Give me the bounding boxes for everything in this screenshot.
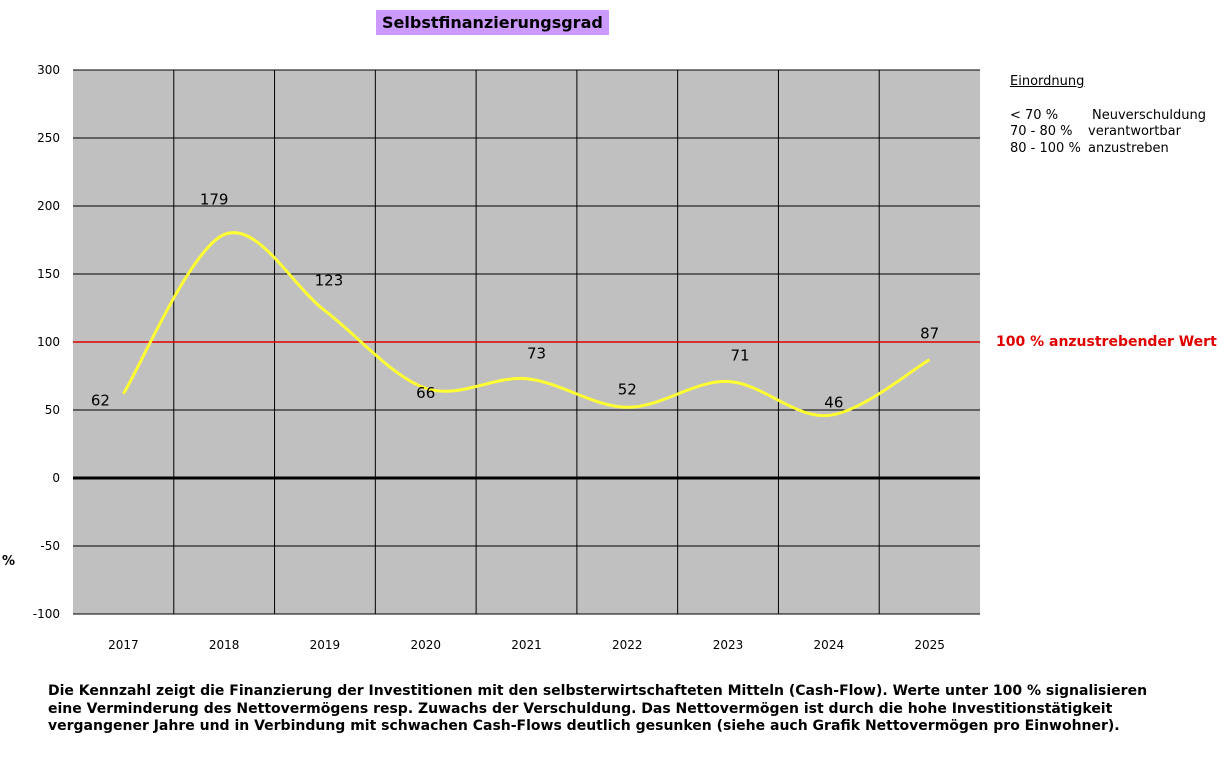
reference-line-label: 100 % anzustrebender Wert	[996, 334, 1217, 350]
x-tick-label: 2022	[612, 638, 643, 652]
y-tick-label: 0	[52, 471, 60, 485]
y-tick-label: 50	[45, 403, 60, 417]
x-tick-label: 2017	[108, 638, 139, 652]
x-tick-label: 2025	[914, 638, 945, 652]
description-text: Die Kennzahl zeigt die Finanzierung der …	[48, 683, 1148, 734]
y-tick-label: 150	[37, 267, 60, 281]
y-tick-label: 300	[37, 63, 60, 77]
x-tick-label: 2020	[410, 638, 441, 652]
legend-range: 70 - 80 %	[1010, 124, 1073, 139]
legend-row: 70 - 80 % verantwortbar	[1010, 124, 1206, 141]
data-labels: 62 179 123 66 73 52 71 46 87	[91, 191, 939, 412]
data-label: 71	[731, 346, 750, 364]
y-tick-label: -50	[40, 539, 60, 553]
legend-label: Neuverschuldung	[1092, 107, 1206, 123]
data-label: 52	[618, 380, 637, 398]
data-label: 46	[824, 393, 843, 411]
data-label: 62	[91, 392, 110, 410]
x-axis-tick-labels: 2017 2018 2019 2020 2021 2022 2023 2024 2025	[108, 638, 945, 652]
y-tick-label: 250	[37, 131, 60, 145]
x-tick-label: 2023	[713, 638, 744, 652]
data-label: 66	[416, 384, 435, 402]
x-tick-label: 2018	[209, 638, 240, 652]
y-tick-label: 200	[37, 199, 60, 213]
y-tick-label: -100	[33, 607, 60, 621]
y-tick-label: 100	[37, 335, 60, 349]
legend-range: 80 - 100 %	[1010, 140, 1081, 156]
legend-label: anzustreben	[1088, 140, 1169, 156]
legend-row: < 70 % Neuverschuldung	[1010, 108, 1206, 125]
legend-heading: Einordnung	[1010, 74, 1085, 89]
x-tick-label: 2019	[310, 638, 341, 652]
data-label: 179	[200, 191, 229, 209]
data-label: 123	[315, 272, 344, 290]
legend-row: 80 - 100 % anzustreben	[1010, 141, 1206, 158]
y-axis-tick-labels: 300 250 200 150 100 50 0 -50 -100	[33, 63, 60, 621]
legend-label: verantwortbar	[1088, 124, 1181, 139]
data-label: 87	[920, 325, 939, 343]
y-axis-unit: %	[2, 554, 16, 569]
data-label: 73	[527, 345, 546, 363]
classification-legend: Einordnung < 70 % Neuverschuldung 70 - 80…	[1010, 74, 1206, 157]
x-tick-label: 2021	[511, 638, 542, 652]
x-tick-label: 2024	[814, 638, 845, 652]
series-line	[122, 231, 931, 417]
legend-range: < 70 %	[1010, 107, 1059, 123]
chart-title: Selbstfinanzierungsgrad	[376, 10, 609, 35]
